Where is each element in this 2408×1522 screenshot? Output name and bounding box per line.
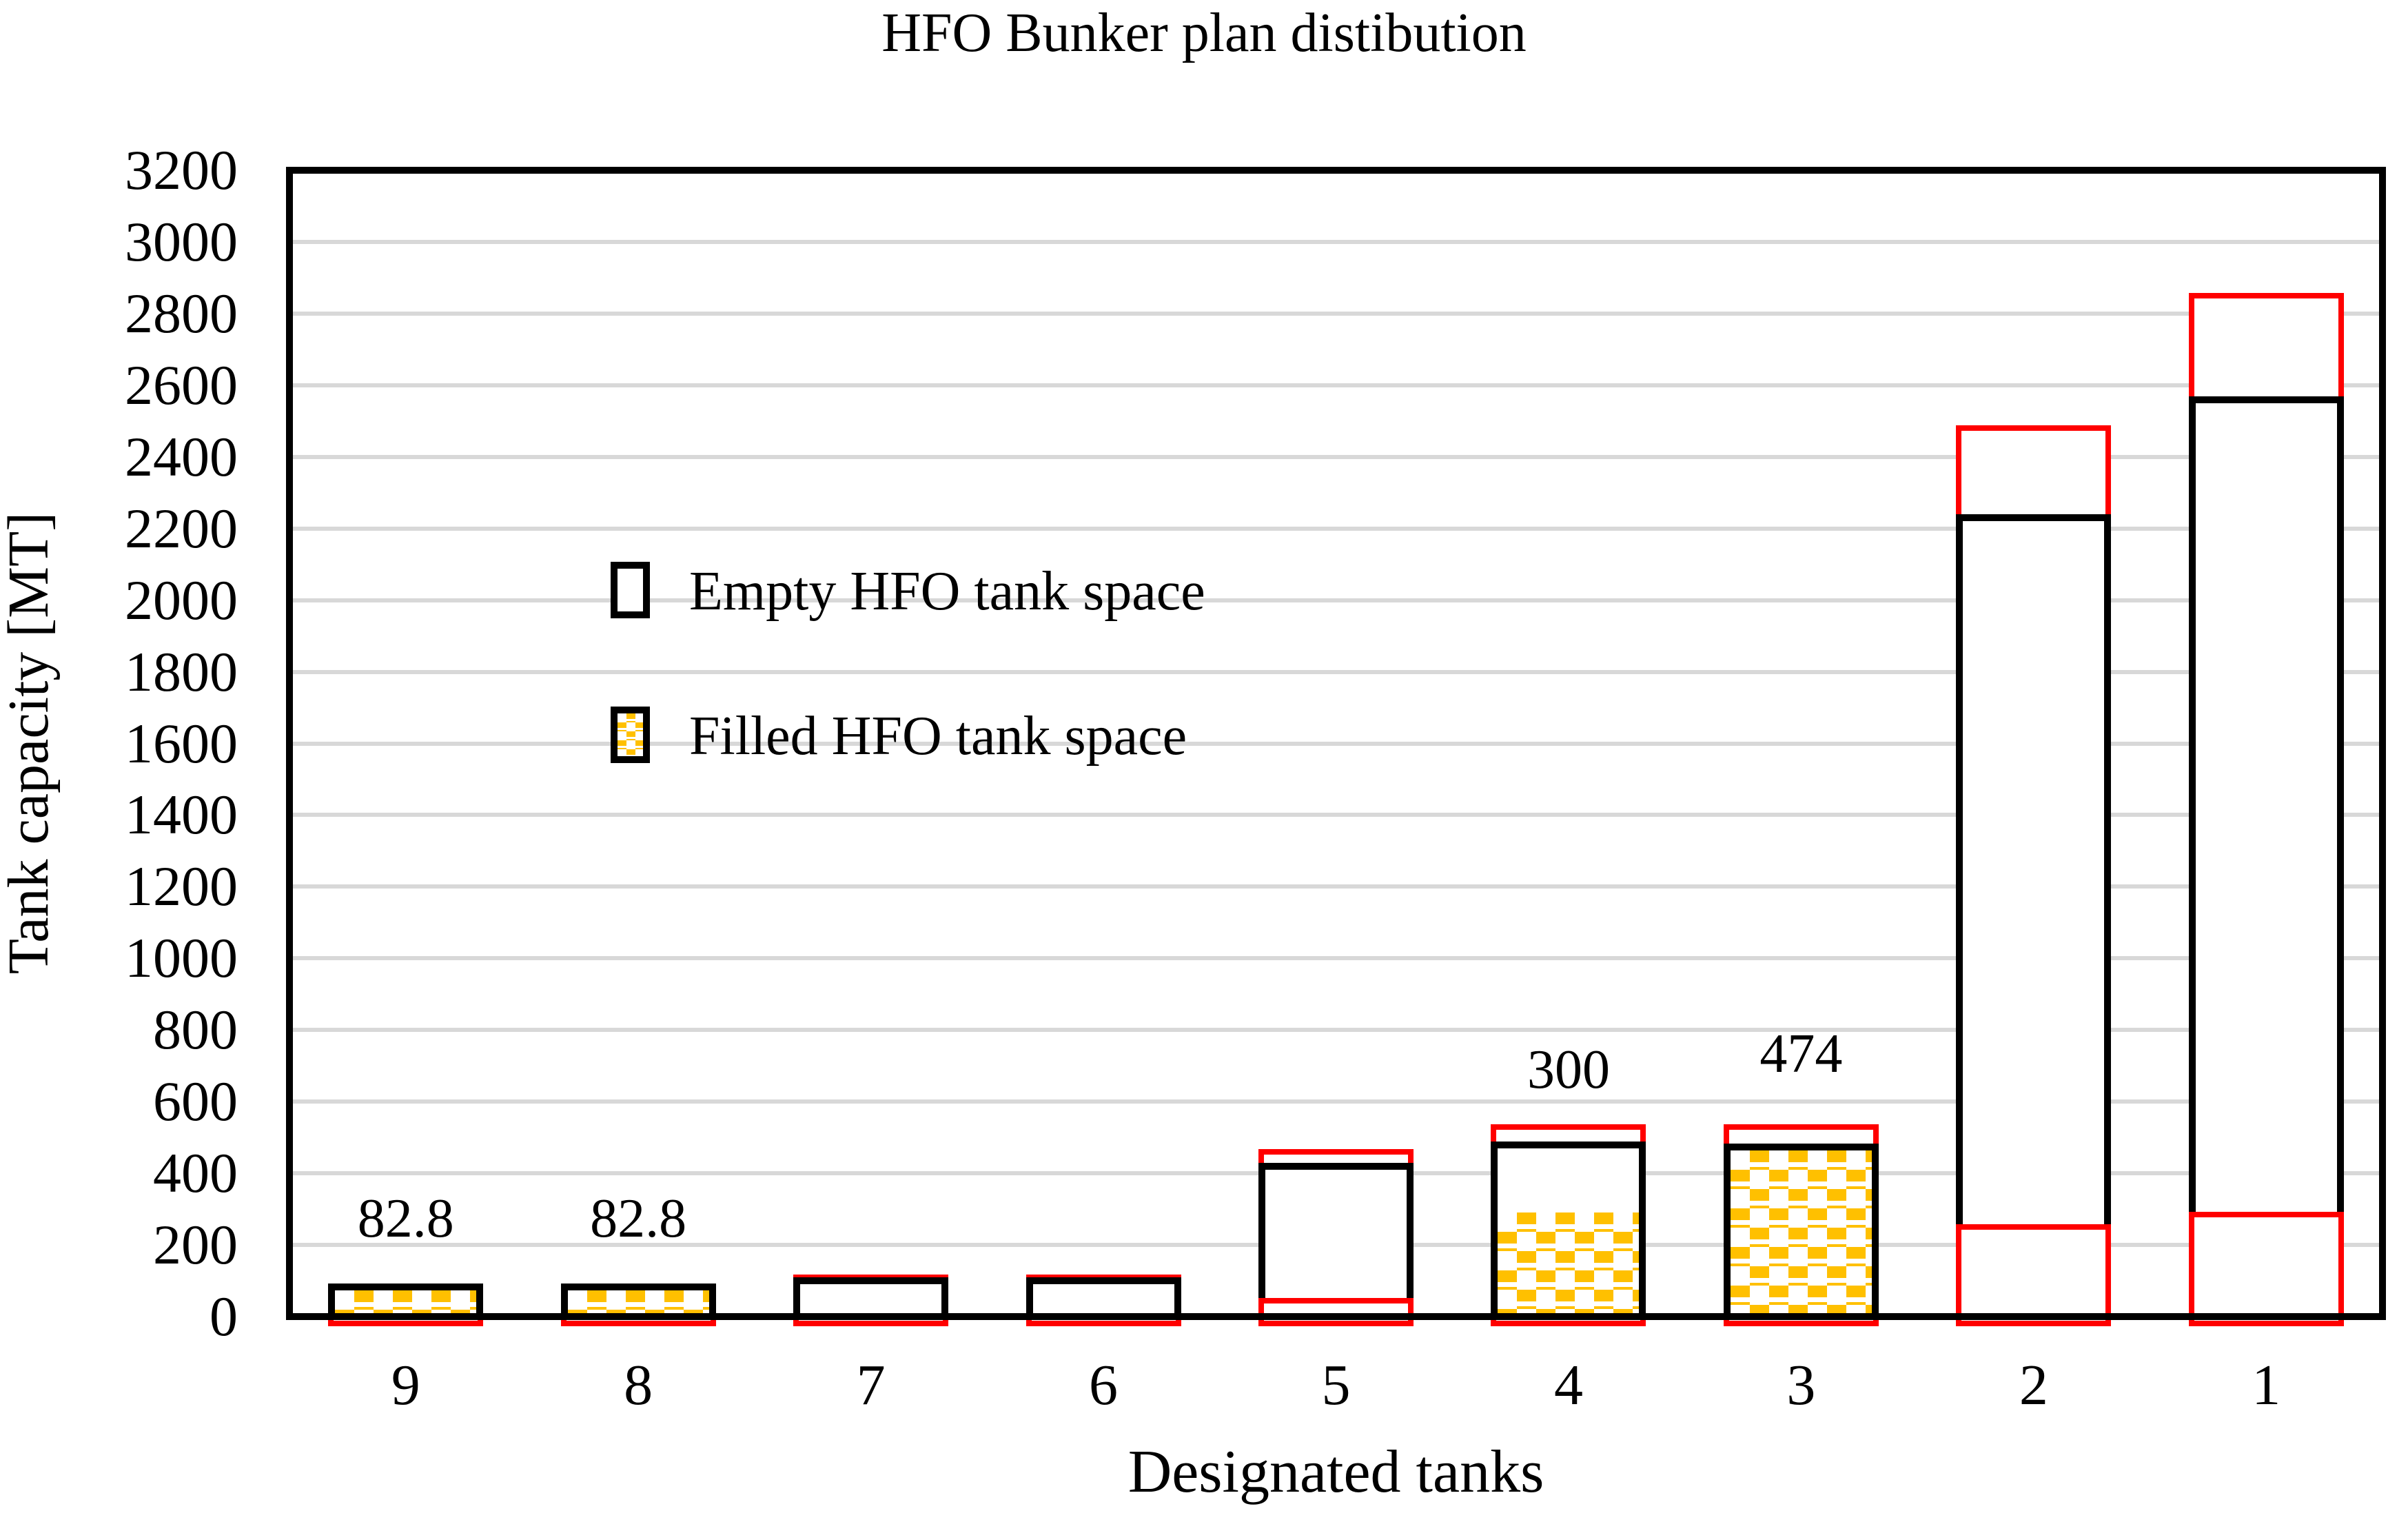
y-tick-label: 2400 (125, 425, 238, 488)
bar-value-label: 474 (1759, 1023, 1843, 1084)
bar-value-label: 300 (1527, 1039, 1610, 1100)
gridline (289, 526, 2383, 531)
red-bottom-box-tank-1 (2188, 1211, 2344, 1326)
gridline (289, 598, 2383, 602)
gridline (289, 884, 2383, 889)
y-tick-label: 200 (153, 1213, 238, 1277)
legend-label-empty: Empty HFO tank space (689, 561, 1205, 622)
y-tick-label: 1400 (125, 783, 238, 846)
capacity-bar-tank-2 (1956, 514, 2112, 1320)
gridline (289, 956, 2383, 961)
y-tick-label: 1200 (125, 855, 238, 918)
filled-bar-tank-4 (1498, 1212, 1640, 1313)
bar-value-label: 82.8 (357, 1188, 454, 1249)
x-tick-label: 3 (1786, 1353, 1816, 1417)
x-tick-label: 4 (1553, 1353, 1583, 1417)
empty-tank-swatch-icon (611, 562, 650, 618)
y-tick-label: 3200 (125, 139, 238, 201)
capacity-bar-tank-6 (1026, 1277, 1181, 1320)
gridline (289, 454, 2383, 459)
x-tick-label: 5 (1321, 1353, 1351, 1417)
y-tick-label: 2800 (125, 281, 238, 345)
gridline (289, 813, 2383, 818)
y-tick-label: 2600 (125, 353, 238, 416)
gridline (289, 1028, 2383, 1033)
filled-bar-tank-9 (335, 1290, 477, 1313)
y-tick-label: 1800 (125, 640, 238, 703)
bar-value-label: 82.8 (590, 1188, 687, 1249)
capacity-bar-tank-5 (1258, 1162, 1414, 1320)
y-tick-label: 2200 (125, 496, 238, 560)
gridline (289, 239, 2383, 244)
x-axis-title: Designated tanks (1128, 1439, 1544, 1505)
legend-label-filled: Filled HFO tank space (689, 706, 1187, 767)
x-tick-label: 9 (391, 1353, 420, 1417)
filled-tank-swatch-icon (611, 707, 650, 763)
y-tick-label: 1600 (125, 711, 238, 775)
gridline (289, 1099, 2383, 1104)
x-tick-label: 2 (2019, 1353, 2048, 1417)
x-tick-label: 7 (856, 1353, 886, 1417)
gridline (289, 311, 2383, 316)
y-tick-label: 400 (153, 1142, 238, 1205)
gridline (289, 669, 2383, 674)
gridline (289, 383, 2383, 387)
x-tick-label: 1 (2252, 1353, 2281, 1417)
capacity-bar-tank-1 (2188, 396, 2344, 1320)
y-tick-label: 0 (210, 1285, 238, 1348)
red-bottom-box-tank-2 (1956, 1224, 2112, 1326)
y-tick-label: 2000 (125, 568, 238, 631)
red-bottom-box-tank-5 (1258, 1297, 1414, 1326)
gridline (289, 741, 2383, 746)
x-tick-label: 8 (624, 1353, 653, 1417)
filled-bar-tank-8 (567, 1290, 709, 1313)
plot-area: 82.8 82.8 300 474 Empty HFO tank space Fill… (286, 167, 2386, 1326)
capacity-bar-tank-7 (793, 1277, 949, 1320)
x-tick-label: 6 (1089, 1353, 1119, 1417)
y-tick-label: 3000 (125, 210, 238, 273)
chart-title: HFO Bunker plan distibution (881, 3, 1527, 63)
y-tick-label: 800 (153, 998, 238, 1062)
y-tick-label: 600 (153, 1070, 238, 1133)
y-tick-label: 1000 (125, 926, 238, 990)
filled-bar-tank-3 (1730, 1150, 1872, 1313)
